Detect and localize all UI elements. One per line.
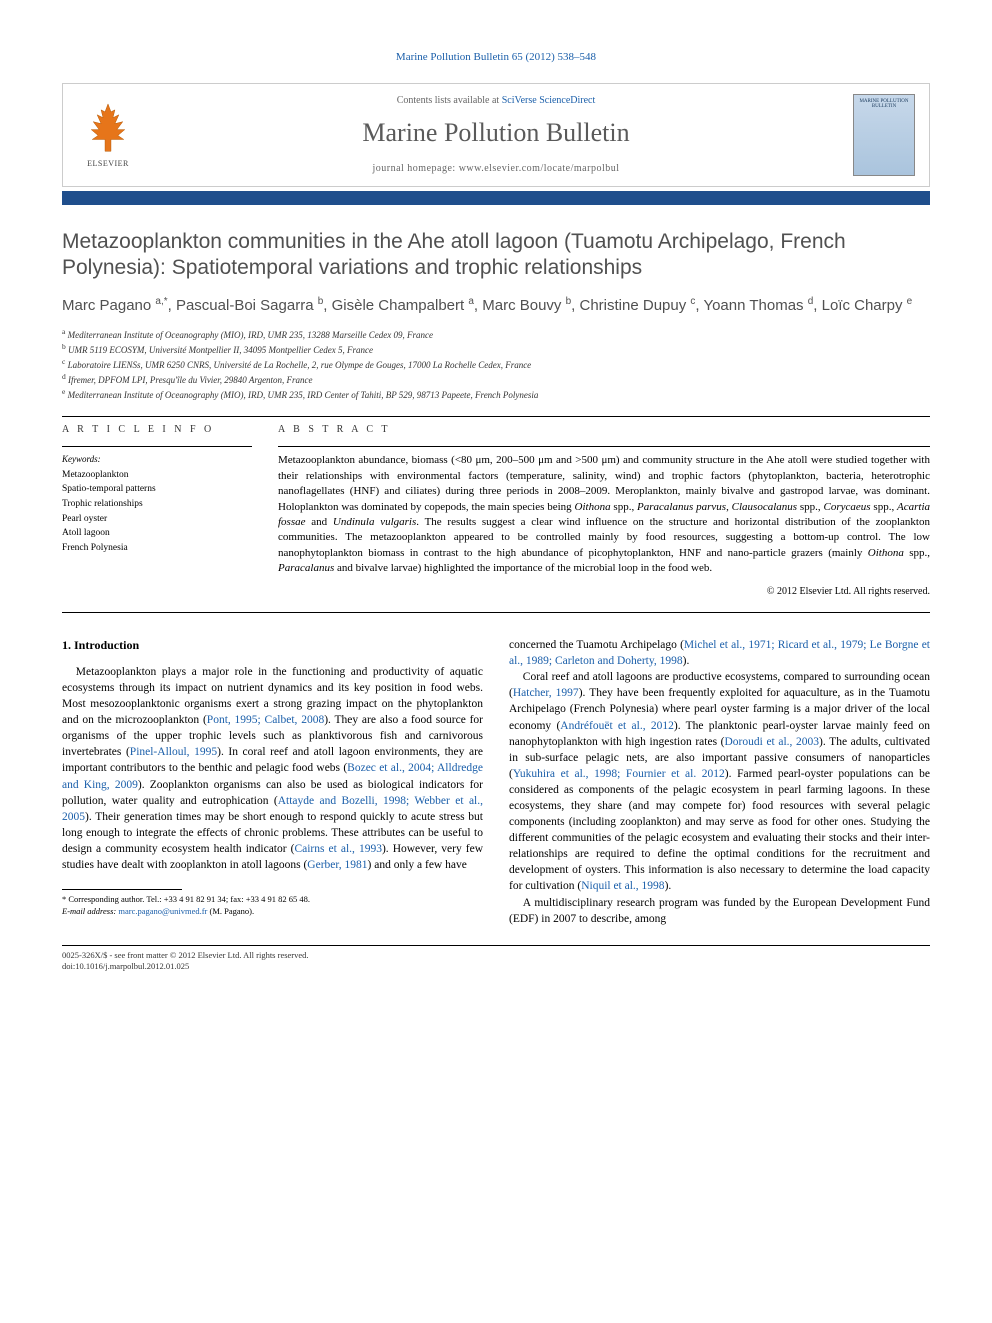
- affiliation-line: c Laboratoire LIENSs, UMR 6250 CNRS, Uni…: [62, 357, 930, 372]
- keyword: Spatio-temporal patterns: [62, 482, 252, 497]
- tree-icon: [83, 100, 133, 157]
- contents-available-line: Contents lists available at SciVerse Sci…: [139, 94, 853, 108]
- abstract-text: Metazooplankton abundance, biomass (<80 …: [278, 453, 930, 576]
- affiliations: a Mediterranean Institute of Oceanograph…: [62, 327, 930, 402]
- affiliation-line: b UMR 5119 ECOSYM, Université Montpellie…: [62, 342, 930, 357]
- contents-prefix: Contents lists available at: [397, 95, 502, 106]
- email-label: E-mail address:: [62, 906, 116, 916]
- affiliation-line: e Mediterranean Institute of Oceanograph…: [62, 387, 930, 402]
- abstract-label: A B S T R A C T: [278, 423, 930, 437]
- journal-cover-thumb: MARINE POLLUTION BULLETIN: [853, 94, 915, 176]
- footer-rule: [62, 945, 930, 946]
- email-suffix: (M. Pagano).: [210, 906, 255, 916]
- keywords-label: Keywords:: [62, 453, 252, 465]
- keyword: Atoll lagoon: [62, 526, 252, 541]
- cover-label: MARINE POLLUTION BULLETIN: [857, 99, 911, 110]
- copyright-line: © 2012 Elsevier Ltd. All rights reserved…: [278, 585, 930, 599]
- column-left: 1. Introduction Metazooplankton plays a …: [62, 637, 483, 927]
- affiliation-line: a Mediterranean Institute of Oceanograph…: [62, 327, 930, 342]
- body-columns: 1. Introduction Metazooplankton plays a …: [62, 637, 930, 927]
- keyword: Pearl oyster: [62, 512, 252, 527]
- article-info-label: A R T I C L E I N F O: [62, 423, 252, 437]
- section-heading-intro: 1. Introduction: [62, 637, 483, 654]
- rule-bottom: [62, 612, 930, 613]
- intro-p2: concerned the Tuamotu Archipelago (Miche…: [509, 637, 930, 669]
- elsevier-logo: ELSEVIER: [77, 100, 139, 170]
- column-right: concerned the Tuamotu Archipelago (Miche…: [509, 637, 930, 927]
- keywords-list: MetazooplanktonSpatio-temporal patternsT…: [62, 468, 252, 556]
- rule-info: [62, 446, 252, 447]
- keyword: Metazooplankton: [62, 468, 252, 483]
- corresponding-author-note: * Corresponding author. Tel.: +33 4 91 8…: [62, 894, 483, 918]
- authors: Marc Pagano a,*, Pascual-Boi Sagarra b, …: [62, 295, 930, 316]
- running-head: Marine Pollution Bulletin 65 (2012) 538–…: [62, 50, 930, 65]
- sciverse-link[interactable]: SciVerse ScienceDirect: [502, 95, 596, 106]
- article-title: Metazooplankton communities in the Ahe a…: [62, 229, 930, 282]
- rule-abstract-top: [278, 446, 930, 447]
- issn-line: 0025-326X/$ - see front matter © 2012 El…: [62, 950, 309, 961]
- footnote-rule: [62, 889, 182, 890]
- journal-header-band: ELSEVIER Contents lists available at Sci…: [62, 83, 930, 187]
- email-link[interactable]: marc.pagano@univmed.fr: [118, 906, 207, 916]
- rule-top: [62, 416, 930, 417]
- affiliation-line: d Ifremer, DPFOM LPI, Presqu'île du Vivi…: [62, 372, 930, 387]
- keyword: Trophic relationships: [62, 497, 252, 512]
- intro-p3: Coral reef and atoll lagoons are product…: [509, 669, 930, 894]
- keyword: French Polynesia: [62, 541, 252, 556]
- journal-name: Marine Pollution Bulletin: [139, 115, 853, 150]
- intro-p1: Metazooplankton plays a major role in th…: [62, 664, 483, 873]
- intro-p4: A multidisciplinary research program was…: [509, 895, 930, 927]
- corresponding-tel: * Corresponding author. Tel.: +33 4 91 8…: [62, 894, 483, 906]
- homepage-prefix: journal homepage:: [372, 163, 458, 174]
- homepage-url[interactable]: www.elsevier.com/locate/marpolbul: [459, 163, 620, 174]
- journal-homepage-line: journal homepage: www.elsevier.com/locat…: [139, 162, 853, 176]
- page-footer: 0025-326X/$ - see front matter © 2012 El…: [62, 950, 930, 973]
- elsevier-logo-text: ELSEVIER: [87, 159, 129, 170]
- accent-bar: [62, 191, 930, 205]
- doi-line: doi:10.1016/j.marpolbul.2012.01.025: [62, 961, 309, 972]
